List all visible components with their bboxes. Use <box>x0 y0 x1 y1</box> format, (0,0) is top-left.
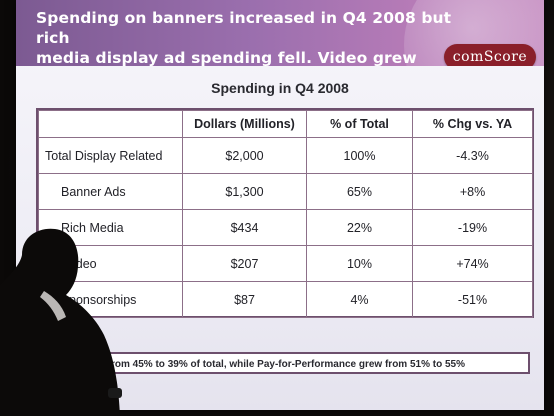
comscore-logo: comScore <box>444 44 536 66</box>
row-dollars: $2,000 <box>182 137 307 174</box>
row-pct-change: +74% <box>412 245 533 282</box>
row-pct-change: +8% <box>412 173 533 210</box>
header-pct-change: % Chg vs. YA <box>412 110 533 138</box>
row-dollars: $207 <box>182 245 307 282</box>
header-dollars: Dollars (Millions) <box>182 110 307 138</box>
row-pct-change: -19% <box>412 209 533 246</box>
slide-title-line-2: media display ad spending fell. Video gr… <box>36 49 417 66</box>
row-name: Banner Ads <box>38 173 183 210</box>
row-dollars: $1,300 <box>182 173 307 210</box>
row-name: Total Display Related <box>38 137 183 174</box>
slide-title-line-1: Spending on banners increased in Q4 2008… <box>36 9 452 47</box>
microphone <box>108 388 122 398</box>
table-row: Banner Ads $1,300 65% +8% <box>38 173 533 210</box>
header-category <box>38 110 183 138</box>
table-header-row: Dollars (Millions) % of Total % Chg vs. … <box>38 110 533 138</box>
table-row: Total Display Related $2,000 100% -4.3% <box>38 137 533 174</box>
table-row: Rich Media $434 22% -19% <box>38 209 533 246</box>
row-pct-total: 10% <box>306 245 413 282</box>
row-pct-change: -4.3% <box>412 137 533 174</box>
row-dollars: $434 <box>182 209 307 246</box>
slide-header: Spending on banners increased in Q4 2008… <box>16 0 544 66</box>
header-pct-total: % of Total <box>306 110 413 138</box>
row-pct-total: 100% <box>306 137 413 174</box>
speaker-silhouette <box>0 228 120 416</box>
row-pct-total: 4% <box>306 281 413 318</box>
row-pct-change: -51% <box>412 281 533 318</box>
row-pct-total: 22% <box>306 209 413 246</box>
table-title: Spending in Q4 2008 <box>211 80 349 96</box>
slide-title: Spending on banners increased in Q4 2008… <box>36 8 456 66</box>
row-pct-total: 65% <box>306 173 413 210</box>
row-dollars: $87 <box>182 281 307 318</box>
